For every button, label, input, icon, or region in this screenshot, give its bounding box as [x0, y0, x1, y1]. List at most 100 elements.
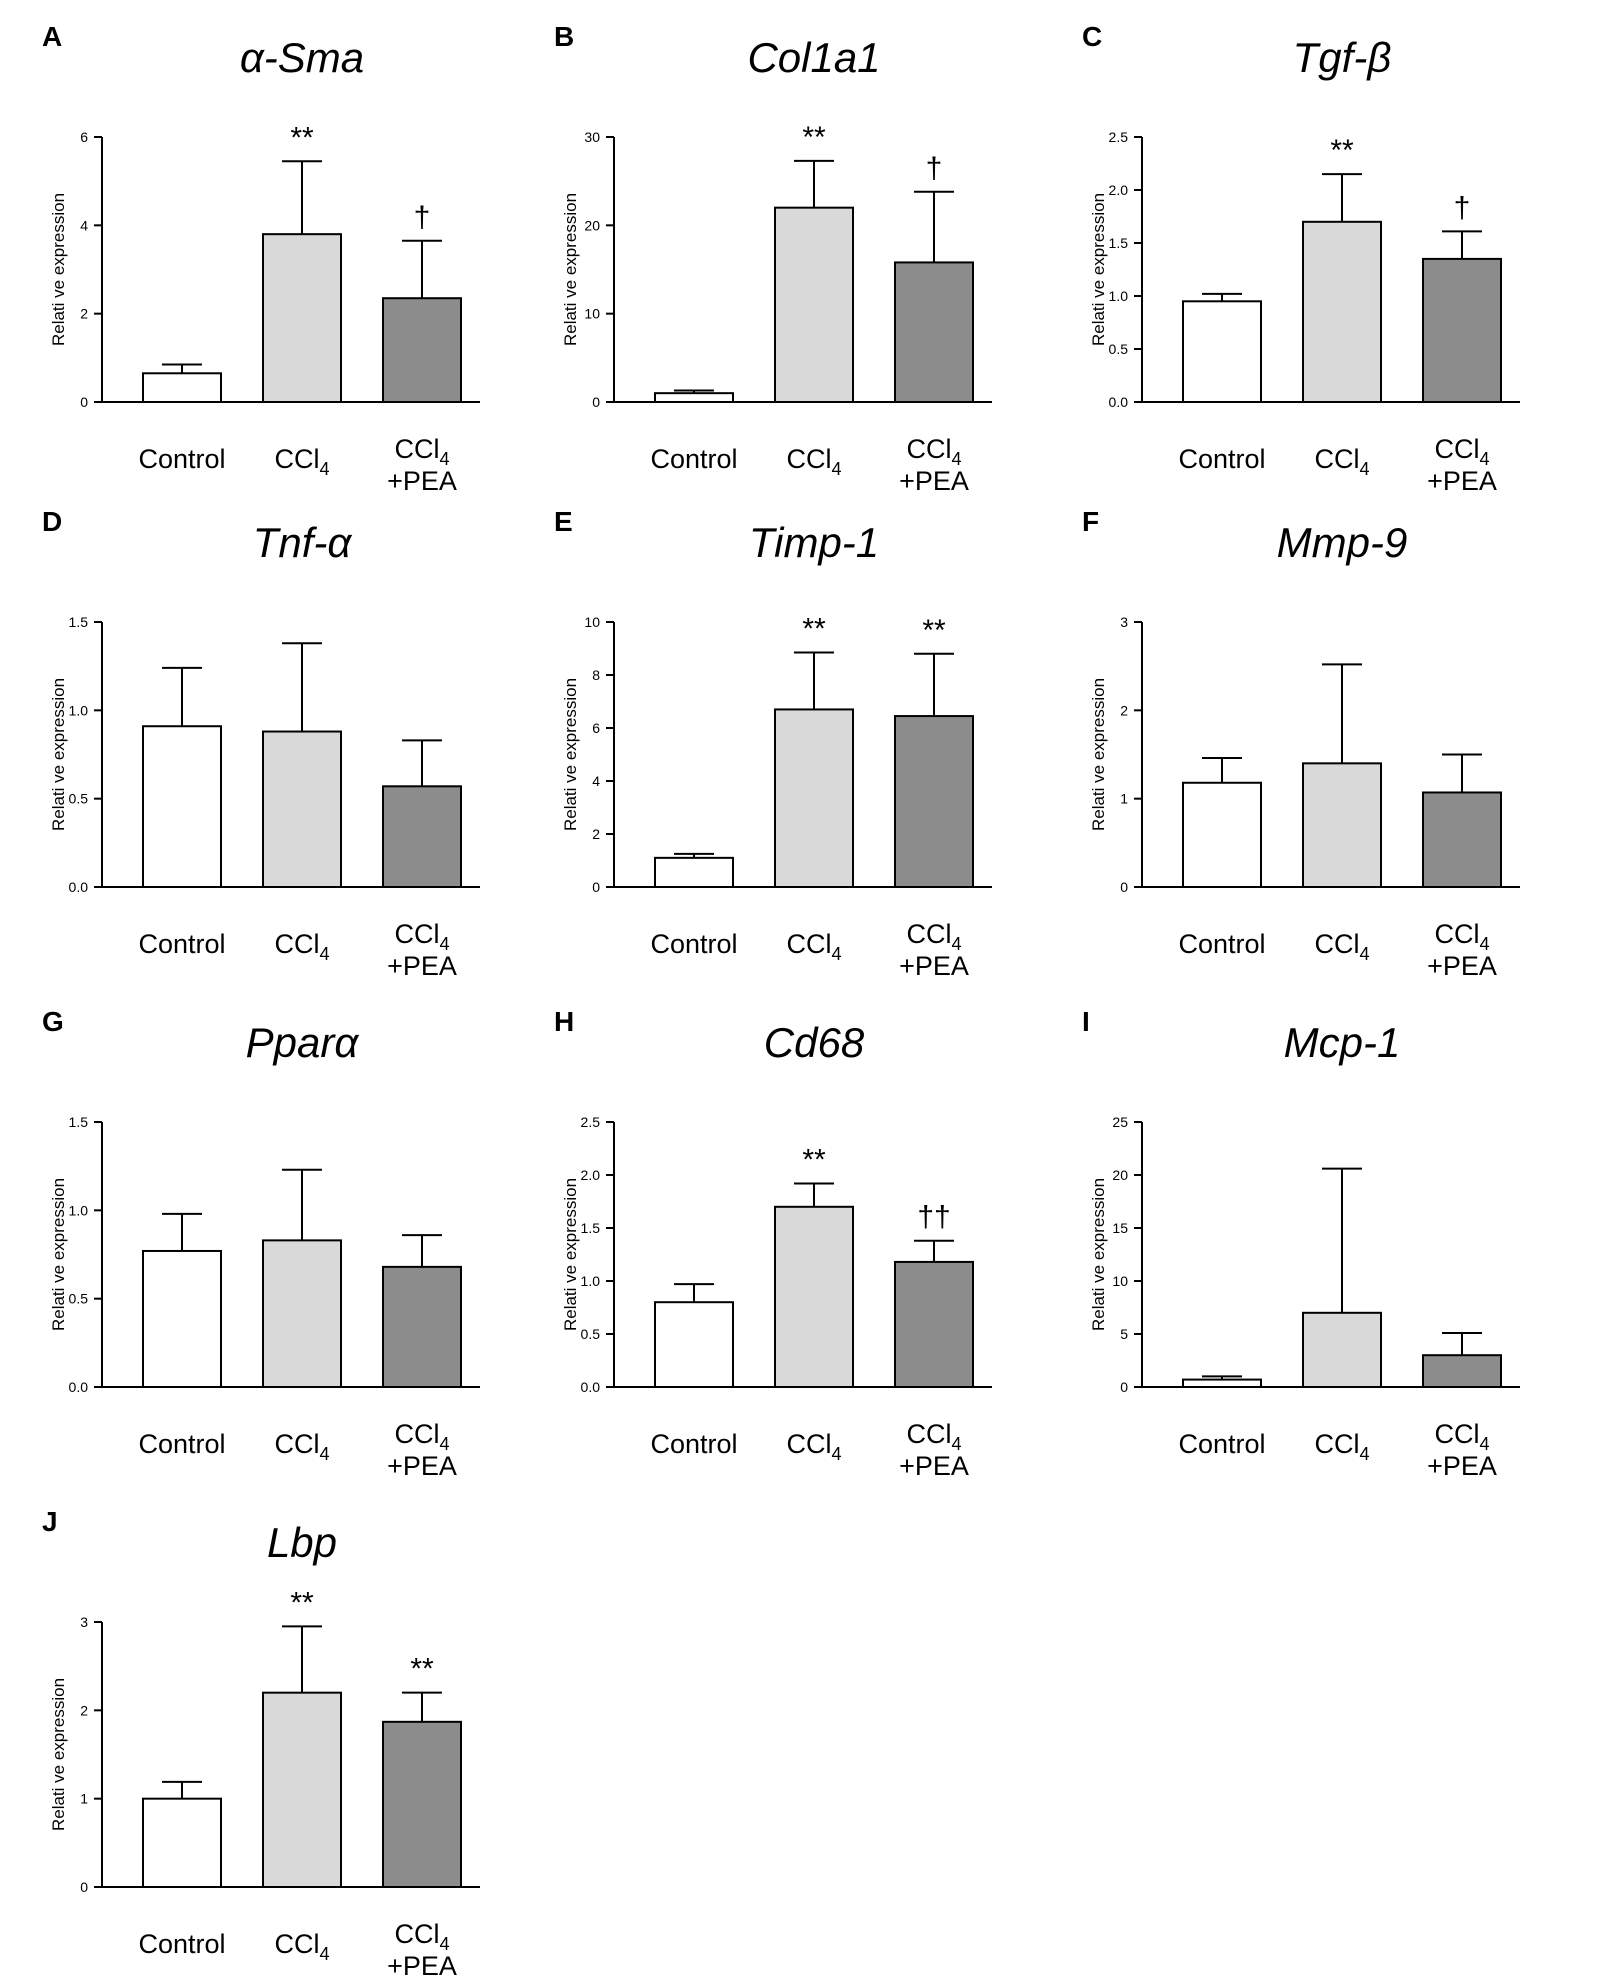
bar-3 — [894, 261, 974, 403]
bar-2 — [774, 206, 854, 403]
y-axis-label: Relati ve expression — [561, 1178, 580, 1331]
panel-i: I Mcp-1 Relati ve expression 0 5 10 15 20 25 Cont… — [1082, 1006, 1520, 1481]
bar-2 — [774, 1205, 854, 1389]
panel-letter: A — [42, 21, 62, 52]
category-label-line2: +PEA — [1427, 466, 1497, 496]
category-label: Control — [650, 1429, 737, 1459]
panel-letter: E — [554, 506, 573, 537]
category-label: Control — [1178, 444, 1265, 474]
category-label: CCl4 — [1434, 434, 1489, 469]
y-tick-label: 0 — [1120, 879, 1128, 895]
y-axis-label: Relati ve expression — [49, 193, 68, 346]
bar-3 — [382, 1720, 462, 1888]
bar-3 — [382, 785, 462, 888]
bar-3 — [1422, 791, 1502, 889]
bar-3 — [382, 1265, 462, 1389]
category-label: CCl4 — [1434, 919, 1489, 954]
chart-title: Cd68 — [764, 1019, 865, 1066]
category-label-line2: +PEA — [1427, 951, 1497, 981]
y-tick-label: 0.0 — [69, 879, 89, 895]
panel-letter: B — [554, 21, 574, 52]
bar-2 — [262, 1691, 342, 1888]
y-tick-label: 8 — [592, 667, 600, 683]
y-tick-label: 1.5 — [69, 1114, 89, 1130]
y-tick-label: 1.0 — [69, 1202, 89, 1218]
y-tick-label: 1.0 — [581, 1273, 601, 1289]
category-label: CCl4 — [1434, 1419, 1489, 1454]
bar-1 — [654, 1301, 734, 1388]
y-tick-label: 0 — [592, 394, 600, 410]
y-tick-label: 1.0 — [69, 702, 89, 718]
significance-label: ** — [290, 121, 314, 154]
bar-2 — [774, 708, 854, 889]
panel-letter: J — [42, 1506, 58, 1537]
bar-2 — [262, 233, 342, 403]
category-label: CCl4 — [906, 1419, 961, 1454]
panel-letter: G — [42, 1006, 64, 1037]
category-label: CCl4 — [1314, 1429, 1369, 1464]
y-axis-label: Relati ve expression — [1089, 678, 1108, 831]
category-label-line2: +PEA — [899, 466, 969, 496]
y-tick-label: 10 — [584, 614, 600, 630]
y-tick-label: 20 — [584, 217, 600, 233]
significance-label: †† — [917, 1201, 950, 1234]
bar-3 — [1422, 257, 1502, 403]
bar-2 — [1302, 1311, 1382, 1389]
y-tick-label: 2.0 — [1109, 182, 1129, 198]
category-label: Control — [138, 929, 225, 959]
category-label: CCl4 — [274, 444, 329, 479]
category-label: Control — [138, 444, 225, 474]
bar-3 — [894, 715, 974, 889]
bar-3 — [1422, 1354, 1502, 1388]
category-label: CCl4 — [1314, 444, 1369, 479]
significance-label: ** — [802, 1143, 826, 1176]
panel-letter: D — [42, 506, 62, 537]
category-label: Control — [1178, 929, 1265, 959]
panel-j: J Lbp Relati ve expression 0 1 2 3 ** ** Control C… — [42, 1506, 480, 1981]
y-tick-label: 20 — [1112, 1167, 1128, 1183]
panel-letter: C — [1082, 21, 1102, 52]
y-tick-label: 4 — [592, 773, 600, 789]
bar-1 — [142, 725, 222, 888]
y-tick-label: 2 — [80, 1702, 88, 1718]
y-tick-label: 2 — [80, 306, 88, 322]
y-tick-label: 1.5 — [581, 1220, 601, 1236]
y-tick-label: 0.5 — [581, 1326, 601, 1342]
bar-2 — [1302, 220, 1382, 403]
y-tick-label: 0 — [1120, 1379, 1128, 1395]
y-axis-label: Relati ve expression — [49, 678, 68, 831]
category-label: CCl4 — [274, 1429, 329, 1464]
category-label-line2: +PEA — [899, 951, 969, 981]
category-label: CCl4 — [786, 1429, 841, 1464]
chart-title: Pparα — [246, 1019, 360, 1066]
category-label: CCl4 — [274, 1929, 329, 1964]
y-tick-label: 2.5 — [581, 1114, 601, 1130]
category-label: CCl4 — [274, 929, 329, 964]
y-tick-label: 1.5 — [69, 614, 89, 630]
panel-b: B Col1a1 Relati ve expression 0 10 20 30 ** † Con… — [554, 21, 992, 496]
chart-title: Timp-1 — [749, 519, 879, 566]
bar-1 — [142, 1797, 222, 1888]
y-tick-label: 1.0 — [1109, 288, 1129, 304]
bar-1 — [654, 856, 734, 888]
chart-title: α-Sma — [240, 34, 364, 81]
significance-label: ** — [922, 614, 946, 647]
panel-letter: I — [1082, 1006, 1090, 1037]
category-label-line2: +PEA — [387, 951, 457, 981]
category-label: Control — [138, 1429, 225, 1459]
panel-f: F Mmp-9 Relati ve expression 0 1 2 3 Control CCl… — [1082, 506, 1520, 981]
significance-label: ** — [802, 121, 826, 154]
y-axis-label: Relati ve expression — [1089, 193, 1108, 346]
bar-3 — [382, 297, 462, 404]
category-label-line2: +PEA — [899, 1451, 969, 1481]
category-label: CCl4 — [394, 1919, 449, 1954]
panel-g: G Pparα Relati ve expression 0.0 0.5 1.0 1.5 Co… — [42, 1006, 480, 1481]
category-label-line2: +PEA — [387, 1451, 457, 1481]
y-axis-label: Relati ve expression — [561, 678, 580, 831]
y-tick-label: 0 — [80, 394, 88, 410]
y-tick-label: 15 — [1112, 1220, 1128, 1236]
panel-c: C Tgf-β Relati ve expression 0.0 0.5 1.0 1.5 2.… — [1082, 21, 1520, 496]
category-label: Control — [138, 1929, 225, 1959]
